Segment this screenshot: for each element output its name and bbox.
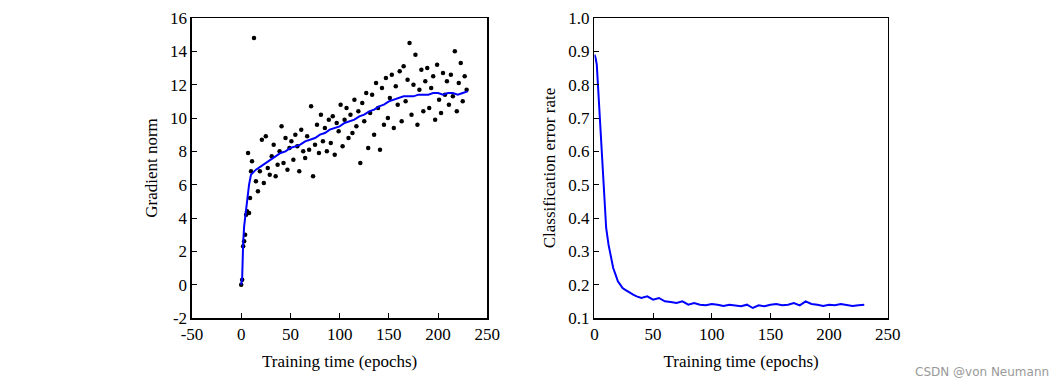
svg-text:0.1: 0.1 [568,309,589,328]
svg-text:250: 250 [475,325,501,344]
svg-text:-50: -50 [181,325,204,344]
svg-text:100: 100 [699,325,725,344]
svg-text:16: 16 [170,9,187,28]
svg-text:6: 6 [179,176,188,195]
svg-text:1.0: 1.0 [568,9,589,28]
svg-text:0.9: 0.9 [568,42,589,61]
svg-text:50: 50 [282,325,299,344]
svg-text:2: 2 [179,242,188,261]
svg-text:200: 200 [816,325,842,344]
svg-text:8: 8 [179,142,188,161]
svg-text:12: 12 [170,76,187,95]
svg-text:0: 0 [590,325,599,344]
svg-text:0: 0 [179,276,188,295]
svg-text:0.4: 0.4 [568,209,590,228]
svg-text:0.8: 0.8 [568,76,589,95]
svg-text:100: 100 [327,325,353,344]
svg-text:0.5: 0.5 [568,176,589,195]
svg-text:-2: -2 [173,309,187,328]
svg-text:14: 14 [170,42,188,61]
svg-text:10: 10 [170,109,187,128]
svg-text:200: 200 [425,325,451,344]
svg-text:0.3: 0.3 [568,242,589,261]
svg-text:Gradient norm: Gradient norm [142,118,161,218]
svg-text:0.7: 0.7 [568,109,590,128]
svg-text:50: 50 [645,325,662,344]
svg-text:Classification error rate: Classification error rate [540,88,559,249]
svg-text:CSDN @von Neumann: CSDN @von Neumann [915,365,1049,379]
svg-text:150: 150 [758,325,784,344]
svg-text:0: 0 [237,325,246,344]
svg-text:150: 150 [376,325,402,344]
svg-text:Training time (epochs): Training time (epochs) [262,352,417,371]
svg-text:0.2: 0.2 [568,276,589,295]
svg-text:4: 4 [179,209,188,228]
svg-text:Training time (epochs): Training time (epochs) [663,352,818,371]
svg-text:0.6: 0.6 [568,142,589,161]
svg-text:250: 250 [875,325,901,344]
